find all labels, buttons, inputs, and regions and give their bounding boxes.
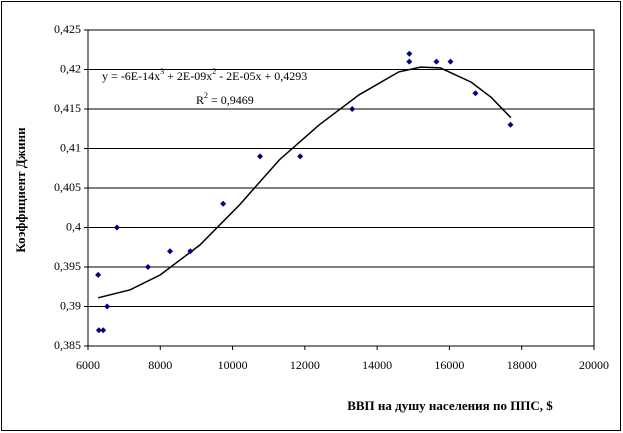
point xyxy=(113,224,120,231)
superscript: 3 xyxy=(160,67,164,76)
point xyxy=(257,153,264,160)
trendline xyxy=(97,66,512,299)
y-tick-label: 0,385 xyxy=(54,338,81,352)
annotation-part: R xyxy=(196,93,204,107)
annotation-part: y = -6E-14x xyxy=(102,69,160,83)
point xyxy=(95,271,102,278)
y-tick-label: 0,42 xyxy=(60,61,81,75)
point xyxy=(297,153,304,160)
point xyxy=(95,327,102,334)
point xyxy=(406,50,413,57)
point xyxy=(433,58,440,65)
point xyxy=(220,200,227,207)
y-tick-label: 0,425 xyxy=(54,22,81,36)
superscript: 2 xyxy=(204,91,208,100)
point xyxy=(104,303,111,310)
x-tick-label: 12000 xyxy=(290,358,320,372)
x-tick-label: 20000 xyxy=(579,358,609,372)
superscript: 2 xyxy=(212,67,216,76)
y-tick-label: 0,415 xyxy=(54,101,81,115)
annotation: R2 = 0,9469 xyxy=(196,91,254,106)
point xyxy=(100,327,107,334)
x-tick-label: 16000 xyxy=(434,358,464,372)
y-tick-label: 0,4 xyxy=(66,219,81,233)
y-tick-label: 0,395 xyxy=(54,259,81,273)
point xyxy=(167,248,174,255)
point xyxy=(349,106,356,112)
x-tick-label: 8000 xyxy=(148,358,172,372)
point xyxy=(144,264,151,270)
point xyxy=(447,58,454,65)
point xyxy=(472,90,479,97)
annotation: y = -6E-14x3 + 2E-09x2 - 2E-05x + 0,4293 xyxy=(102,67,307,82)
y-axis-label: Коэффициент Джини xyxy=(13,127,28,253)
x-tick-label: 6000 xyxy=(76,358,100,372)
x-tick-label: 14000 xyxy=(362,358,392,372)
x-tick-label: 18000 xyxy=(507,358,537,372)
point xyxy=(187,248,194,255)
annotation-part: - 2E-05x + 0,4293 xyxy=(216,69,307,83)
y-tick-label: 0,41 xyxy=(60,140,81,154)
point xyxy=(507,121,514,128)
annotation-part: + 2E-09x xyxy=(164,69,212,83)
y-tick-label: 0,39 xyxy=(60,298,81,312)
x-axis-label: ВВП на душу населения по ППС, $ xyxy=(347,398,553,413)
point xyxy=(406,58,413,65)
y-tick-label: 0,405 xyxy=(54,180,81,194)
annotation-part: = 0,9469 xyxy=(208,93,254,107)
x-tick-label: 10000 xyxy=(218,358,248,372)
